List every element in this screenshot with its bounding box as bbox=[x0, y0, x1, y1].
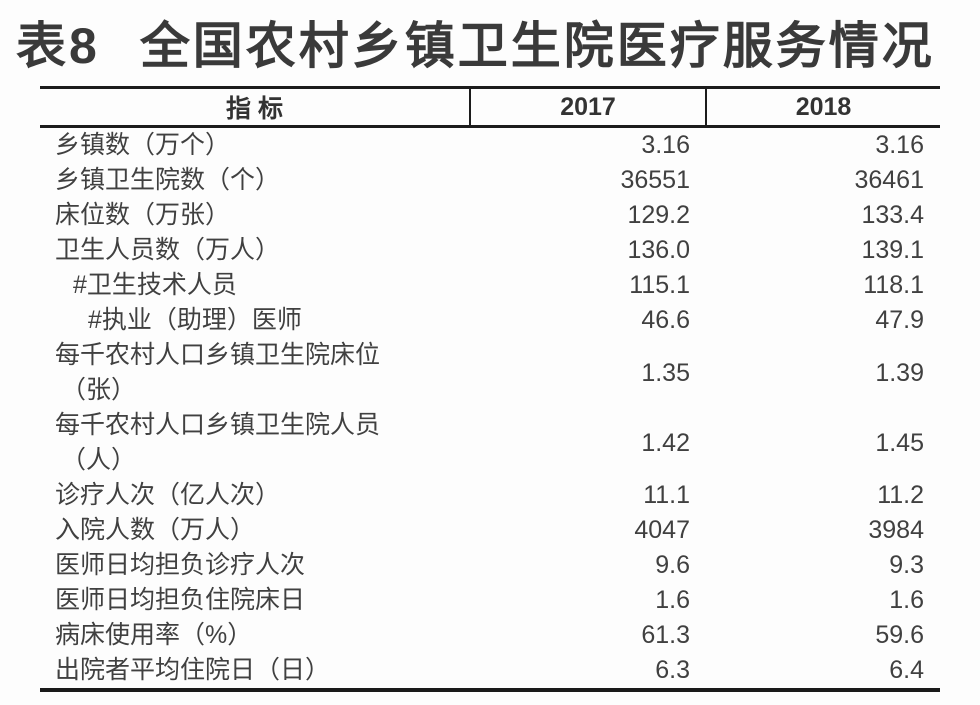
value-2017-cell: 129.2 bbox=[627, 201, 690, 229]
table-row: 卫生人员数（万人） 136.0 139.1 bbox=[40, 233, 940, 268]
table-row: #卫生技术人员 115.1 118.1 bbox=[40, 268, 940, 303]
table-row: 医师日均担负诊疗人次 9.6 9.3 bbox=[40, 548, 940, 583]
indicator-label: #执业（助理）医师 bbox=[88, 306, 302, 334]
indicator-label: 乡镇数（万个） bbox=[55, 131, 231, 159]
value-2017-cell: 1.35 bbox=[641, 358, 690, 387]
indicator-label: 每千农村人口乡镇卫生院人员 bbox=[55, 411, 381, 439]
value-2018-cell: 11.2 bbox=[877, 481, 924, 509]
value-2018-cell: 59.6 bbox=[875, 621, 924, 649]
value-2018-cell: 118.1 bbox=[863, 271, 924, 299]
table-row: 乡镇数（万个） 3.16 3.16 bbox=[40, 127, 940, 164]
statistics-table: 指 标 2017 2018 乡镇数（万个） 3.16 3.16 乡镇卫生院数（个） 36… bbox=[40, 86, 940, 692]
table-row: 医师日均担负住院床日 1.6 1.6 bbox=[40, 583, 940, 618]
table-row: 入院人数（万人） 4047 3984 bbox=[40, 513, 940, 548]
indicator-label-line2: （人） bbox=[61, 446, 137, 474]
value-2017-cell: 3.16 bbox=[641, 131, 690, 159]
indicator-label: 诊疗人次（亿人次） bbox=[55, 481, 281, 509]
value-2017-cell: 36551 bbox=[620, 166, 690, 194]
table-row: 乡镇卫生院数（个） 36551 36461 bbox=[40, 163, 940, 198]
indicator-label: 每千农村人口乡镇卫生院床位 bbox=[55, 341, 381, 369]
value-2018-cell: 1.45 bbox=[875, 428, 924, 457]
table-row: 每千农村人口乡镇卫生院床位 （张） 1.35 1.39 bbox=[40, 338, 940, 408]
value-2017-cell: 46.6 bbox=[641, 306, 690, 334]
table-row: #执业（助理）医师 46.6 47.9 bbox=[40, 303, 940, 338]
col-header-2018: 2018 bbox=[705, 86, 940, 128]
value-2018-cell: 3.16 bbox=[875, 131, 924, 159]
indicator-cell: 乡镇数（万个） bbox=[40, 127, 470, 164]
value-2018-cell: 133.4 bbox=[861, 201, 924, 229]
indicator-cell: 卫生人员数（万人） bbox=[40, 233, 470, 268]
indicator-cell: #卫生技术人员 bbox=[40, 268, 470, 303]
value-2018-cell: 1.6 bbox=[889, 586, 924, 614]
indicator-cell: 出院者平均住院日（日） bbox=[40, 653, 470, 692]
value-2017-cell: 136.0 bbox=[627, 236, 690, 264]
col-header-2017: 2017 bbox=[469, 86, 706, 128]
indicator-cell: #执业（助理）医师 bbox=[40, 303, 470, 338]
value-2017-cell: 61.3 bbox=[641, 621, 690, 649]
indicator-cell: 每千农村人口乡镇卫生院人员 （人） bbox=[40, 408, 470, 478]
indicator-cell: 病床使用率（%） bbox=[40, 618, 470, 653]
value-2018-cell: 47.9 bbox=[875, 306, 924, 334]
value-2018-cell: 36461 bbox=[854, 166, 924, 194]
table-row: 每千农村人口乡镇卫生院人员 （人） 1.42 1.45 bbox=[40, 408, 940, 478]
indicator-label: 病床使用率（%） bbox=[55, 621, 253, 649]
value-2017-cell: 11.1 bbox=[643, 481, 690, 509]
header-row: 指 标 2017 2018 bbox=[40, 86, 940, 128]
indicator-cell: 诊疗人次（亿人次） bbox=[40, 478, 470, 513]
value-2018-cell: 9.3 bbox=[889, 551, 924, 579]
indicator-label-line2: （张） bbox=[61, 376, 137, 404]
value-2017-cell: 4047 bbox=[634, 516, 690, 544]
indicator-cell: 医师日均担负诊疗人次 bbox=[40, 548, 470, 583]
indicator-label: 出院者平均住院日（日） bbox=[55, 656, 331, 684]
value-2018-cell: 6.4 bbox=[706, 653, 940, 692]
indicator-label: 医师日均担负诊疗人次 bbox=[55, 551, 306, 579]
indicator-label: #卫生技术人员 bbox=[73, 271, 237, 299]
indicator-cell: 乡镇卫生院数（个） bbox=[40, 163, 470, 198]
indicator-cell: 每千农村人口乡镇卫生院床位 （张） bbox=[40, 338, 470, 408]
indicator-label: 卫生人员数（万人） bbox=[55, 236, 281, 264]
indicator-label: 乡镇卫生院数（个） bbox=[55, 166, 281, 194]
table-row: 诊疗人次（亿人次） 11.1 11.2 bbox=[40, 478, 940, 513]
value-2017-cell: 1.42 bbox=[641, 428, 690, 457]
value-2017-cell: 6.3 bbox=[470, 653, 706, 692]
title-text: 全国农村乡镇卫生院医疗服务情况 bbox=[139, 18, 935, 74]
value-2018-cell: 139.1 bbox=[861, 236, 924, 264]
page-title: 表8 全国农村乡镇卫生院医疗服务情况 bbox=[16, 6, 935, 78]
indicator-label: 床位数（万张） bbox=[55, 201, 231, 229]
value-2017-cell: 115.1 bbox=[629, 271, 690, 299]
indicator-cell: 床位数（万张） bbox=[40, 198, 470, 233]
table-number: 表8 bbox=[16, 18, 100, 74]
table-row: 出院者平均住院日（日） 6.3 6.4 bbox=[40, 653, 940, 692]
table-row: 病床使用率（%） 61.3 59.6 bbox=[40, 618, 940, 653]
indicator-label: 医师日均担负住院床日 bbox=[55, 586, 306, 614]
col-header-indicator: 指 标 bbox=[40, 86, 470, 128]
indicator-label: 入院人数（万人） bbox=[55, 516, 256, 544]
table-row: 床位数（万张） 129.2 133.4 bbox=[40, 198, 940, 233]
value-2017-cell: 9.6 bbox=[655, 551, 690, 579]
value-2018-cell: 1.39 bbox=[875, 358, 924, 387]
value-2017-cell: 1.6 bbox=[655, 586, 690, 614]
value-2018-cell: 3984 bbox=[868, 516, 924, 544]
indicator-cell: 入院人数（万人） bbox=[40, 513, 470, 548]
indicator-cell: 医师日均担负住院床日 bbox=[40, 583, 470, 618]
